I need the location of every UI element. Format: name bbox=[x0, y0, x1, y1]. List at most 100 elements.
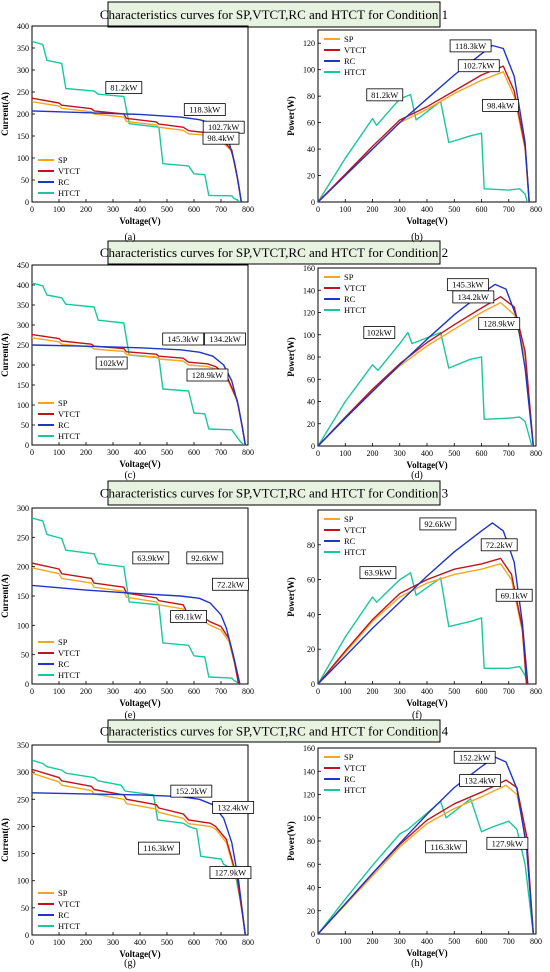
annotation: 152.2kW bbox=[453, 750, 496, 764]
y-tick-label: 150 bbox=[17, 381, 29, 390]
annotation-text: 63.9kW bbox=[137, 553, 164, 563]
annotation-text: 92.6kW bbox=[191, 553, 218, 563]
series-line-htct bbox=[318, 331, 533, 446]
annotation-text: 134.2kW bbox=[458, 292, 489, 302]
annotation: 152.2kW bbox=[170, 784, 213, 798]
x-tick-label: 100 bbox=[339, 937, 351, 946]
annotation: 81.2kW bbox=[105, 81, 143, 94]
x-tick-label: 600 bbox=[188, 205, 200, 214]
y-tick-label: 0 bbox=[25, 680, 29, 689]
y-tick-label: 250 bbox=[17, 341, 29, 350]
series-line-sp bbox=[318, 784, 534, 934]
y-tick-label: 350 bbox=[17, 301, 29, 310]
legend-label-rc: RC bbox=[344, 56, 356, 66]
annotation: 69.1kW bbox=[170, 610, 208, 623]
x-tick-label: 300 bbox=[107, 938, 119, 947]
x-tick-label: 0 bbox=[316, 205, 320, 214]
annotation-box bbox=[212, 801, 255, 814]
annotation-text: 72.2kW bbox=[486, 540, 513, 550]
y-tick-label: 140 bbox=[303, 286, 315, 295]
x-tick-label: 500 bbox=[448, 205, 460, 214]
annotation-text: 152.2kW bbox=[459, 752, 490, 762]
panel-caption: (f) bbox=[412, 710, 422, 721]
annotation-text: 127.9kW bbox=[215, 868, 246, 878]
x-tick-label: 700 bbox=[215, 448, 227, 457]
x-tick-label: 800 bbox=[242, 938, 254, 947]
y-tick-label: 0 bbox=[25, 198, 29, 207]
y-tick-label: 20 bbox=[307, 645, 315, 654]
annotation-text: 127.9kW bbox=[492, 838, 523, 848]
y-tick-label: 80 bbox=[307, 837, 315, 846]
annotation-text: 116.3kW bbox=[431, 842, 462, 852]
legend-label-rc: RC bbox=[58, 177, 70, 187]
x-tick-label: 800 bbox=[530, 687, 542, 696]
annotation-box bbox=[105, 81, 143, 94]
x-tick-label: 700 bbox=[215, 687, 227, 696]
legend-label-sp: SP bbox=[58, 637, 68, 647]
series-line-vtct bbox=[318, 65, 530, 202]
series-line-vtct bbox=[318, 779, 534, 934]
series-line-vtct bbox=[318, 557, 528, 684]
annotation-text: 69.1kW bbox=[175, 612, 202, 622]
y-axis-label: Power(W) bbox=[286, 577, 296, 616]
annotation-text: 69.1kW bbox=[501, 590, 528, 600]
annotation: 98.4kW bbox=[202, 131, 240, 145]
annotation-box bbox=[495, 588, 533, 602]
y-tick-label: 150 bbox=[17, 850, 29, 859]
y-tick-label: 40 bbox=[307, 145, 315, 154]
x-tick-label: 600 bbox=[476, 449, 488, 458]
annotation-box bbox=[459, 774, 502, 787]
series-line-htct bbox=[318, 798, 534, 934]
x-tick-label: 400 bbox=[421, 937, 433, 946]
panel-caption: (e) bbox=[124, 710, 135, 721]
annotation: 132.4kW bbox=[212, 801, 255, 814]
annotation: 81.2kW bbox=[366, 88, 404, 102]
x-tick-label: 800 bbox=[530, 205, 542, 214]
title-box bbox=[107, 719, 441, 743]
title-box bbox=[107, 240, 441, 265]
y-tick-label: 60 bbox=[307, 860, 315, 869]
chart-4: 0 100 200 300 400 500 600 700 800 0 20 40 60 80 100 120… bbox=[286, 264, 542, 481]
y-tick-label: 0 bbox=[311, 680, 315, 689]
x-tick-label: 600 bbox=[188, 938, 200, 947]
x-tick-label: 500 bbox=[161, 205, 173, 214]
x-tick-label: 400 bbox=[421, 449, 433, 458]
x-tick-label: 200 bbox=[80, 687, 92, 696]
panel-caption: (d) bbox=[411, 470, 423, 481]
annotation-text: 72.2kW bbox=[217, 579, 244, 589]
legend-label-sp: SP bbox=[344, 514, 354, 524]
y-tick-label: 60 bbox=[307, 375, 315, 384]
annotation-text: 118.3kW bbox=[455, 41, 486, 51]
series-line-htct bbox=[318, 93, 528, 202]
y-tick-label: 0 bbox=[311, 442, 315, 451]
condition-title-4: Characteristics curves for SP,VTCT,RC an… bbox=[100, 719, 449, 743]
x-tick-label: 100 bbox=[53, 205, 65, 214]
annotation-text: 128.9kW bbox=[484, 319, 515, 329]
annotation-box bbox=[452, 290, 495, 304]
x-tick-label: 100 bbox=[53, 687, 65, 696]
legend-label-sp: SP bbox=[344, 272, 354, 282]
annotation-text: 128.9kW bbox=[192, 370, 223, 380]
x-tick-label: 100 bbox=[339, 687, 351, 696]
annotation: 63.9kW bbox=[359, 566, 397, 580]
panel-caption: (b) bbox=[411, 232, 423, 243]
annotation: 102.7kW bbox=[202, 120, 245, 134]
legend-label-htct: HTCT bbox=[344, 547, 367, 557]
annotation-box bbox=[170, 784, 213, 798]
x-tick-label: 700 bbox=[503, 449, 515, 458]
x-tick-label: 200 bbox=[367, 449, 379, 458]
y-tick-label: 50 bbox=[21, 176, 29, 185]
x-tick-label: 600 bbox=[188, 448, 200, 457]
legend-label-vtct: VTCT bbox=[58, 648, 81, 658]
annotation: 127.9kW bbox=[209, 866, 252, 879]
annotation-box bbox=[204, 332, 246, 346]
annotation-box bbox=[186, 551, 224, 565]
legend-label-vtct: VTCT bbox=[344, 763, 367, 773]
x-tick-label: 700 bbox=[215, 938, 227, 947]
y-tick-label: 160 bbox=[303, 264, 315, 273]
annotation-box bbox=[137, 841, 180, 855]
x-tick-label: 600 bbox=[476, 205, 488, 214]
y-tick-label: 250 bbox=[17, 533, 29, 542]
x-tick-label: 400 bbox=[421, 687, 433, 696]
